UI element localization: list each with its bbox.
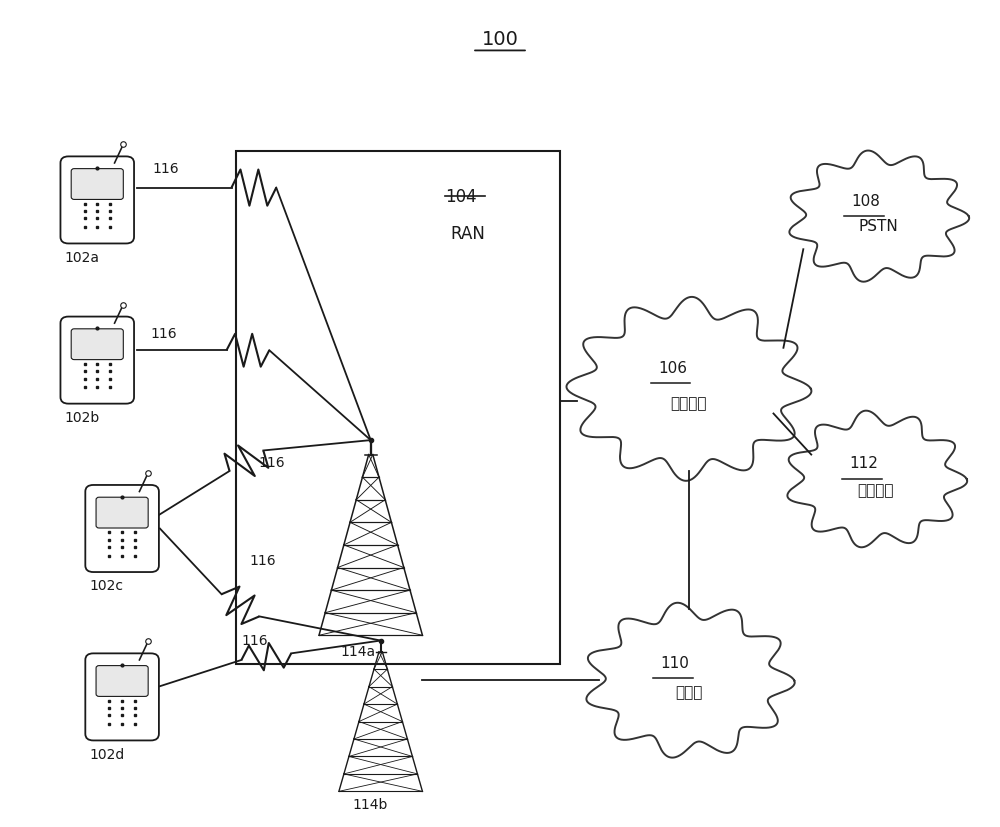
Text: 互联网: 互联网	[675, 686, 703, 700]
Text: 114b: 114b	[353, 798, 388, 812]
Text: 112: 112	[849, 457, 878, 471]
Polygon shape	[787, 411, 967, 547]
Text: PSTN: PSTN	[858, 219, 898, 235]
FancyBboxPatch shape	[96, 666, 148, 696]
FancyBboxPatch shape	[71, 329, 123, 360]
Polygon shape	[789, 151, 969, 282]
Text: 116: 116	[249, 554, 276, 568]
Text: 114a: 114a	[341, 645, 376, 659]
Text: 102a: 102a	[64, 251, 99, 265]
Bar	[236, 151, 560, 664]
Polygon shape	[586, 603, 795, 758]
Text: 116: 116	[150, 327, 177, 341]
Text: 其他网络: 其他网络	[858, 483, 894, 498]
FancyBboxPatch shape	[85, 485, 159, 572]
Text: RAN: RAN	[450, 225, 485, 242]
Text: 102b: 102b	[64, 411, 100, 425]
FancyBboxPatch shape	[71, 169, 123, 199]
Text: 核心网络: 核心网络	[671, 396, 707, 411]
Text: 100: 100	[482, 31, 518, 50]
Text: 108: 108	[851, 194, 880, 209]
Text: 116: 116	[241, 634, 268, 648]
Text: 102c: 102c	[89, 579, 123, 593]
Polygon shape	[566, 297, 811, 480]
Text: 104: 104	[445, 188, 477, 206]
FancyBboxPatch shape	[60, 156, 134, 243]
FancyBboxPatch shape	[85, 653, 159, 740]
Text: 116: 116	[258, 456, 285, 470]
Text: 106: 106	[658, 361, 687, 375]
Text: 116: 116	[152, 162, 179, 176]
FancyBboxPatch shape	[60, 317, 134, 404]
FancyBboxPatch shape	[96, 497, 148, 528]
Text: 102d: 102d	[89, 748, 125, 762]
Text: 110: 110	[660, 656, 689, 671]
